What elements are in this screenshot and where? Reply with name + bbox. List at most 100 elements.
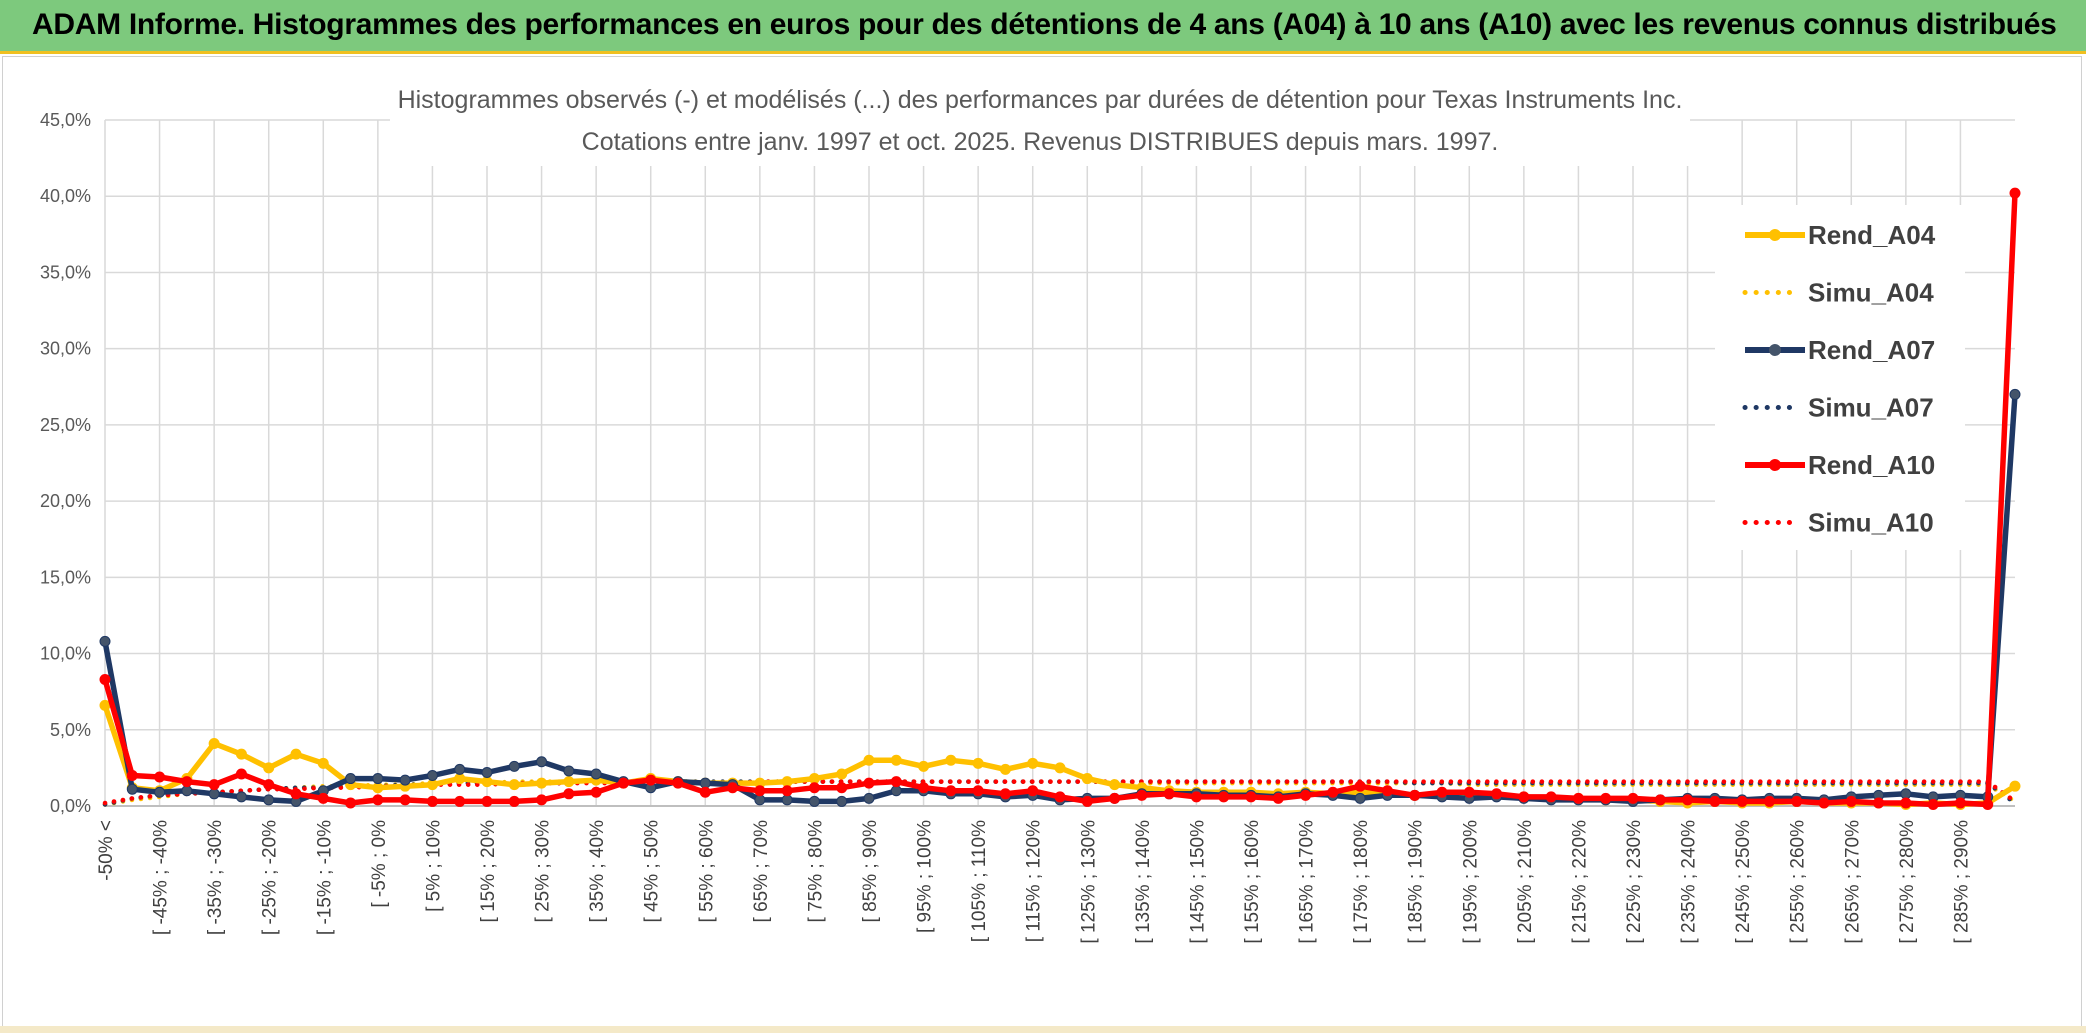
data-point xyxy=(154,771,166,783)
data-point xyxy=(672,777,684,789)
data-point xyxy=(1463,786,1475,798)
data-point xyxy=(372,782,384,794)
data-point xyxy=(1600,792,1612,804)
y-tick-label: 30,0% xyxy=(40,339,91,359)
data-point xyxy=(1736,795,1748,807)
x-tick-label: [ 15% ; 20% xyxy=(478,820,499,923)
x-tick-label: -50% < xyxy=(96,820,117,881)
data-point xyxy=(290,788,302,800)
x-tick-label: [ -45% ; -40% xyxy=(151,820,172,935)
x-tick-label: [ 115% ; 120% xyxy=(1024,820,1045,942)
x-tick-label: [ 205% ; 210% xyxy=(1515,820,1536,944)
data-point xyxy=(1682,794,1694,806)
data-point xyxy=(1709,795,1721,807)
legend-label: Rend_A04 xyxy=(1808,220,1936,250)
legend-label: Rend_A07 xyxy=(1808,335,1935,365)
data-point xyxy=(1654,794,1666,806)
data-point xyxy=(235,768,247,780)
x-tick-label: [ 145% ; 150% xyxy=(1187,820,1208,944)
x-tick-label: [ 275% ; 280% xyxy=(1897,820,1918,944)
legend-label: Rend_A10 xyxy=(1808,450,1935,480)
data-point xyxy=(1300,789,1312,801)
y-axis-ticks: 0,0% 5,0% 10,0% 15,0% 20,0% 25,0% 30,0% 35,0% 40… xyxy=(40,110,91,816)
data-point xyxy=(454,773,466,785)
y-tick-label: 25,0% xyxy=(40,415,91,435)
data-point xyxy=(536,794,548,806)
data-point xyxy=(208,788,220,800)
data-point xyxy=(999,788,1011,800)
data-point xyxy=(563,788,575,800)
data-point xyxy=(1327,786,1339,798)
data-point xyxy=(1027,785,1039,797)
data-point xyxy=(99,699,111,711)
legend-marker xyxy=(1769,459,1781,471)
data-point xyxy=(1081,795,1093,807)
data-point xyxy=(235,791,247,803)
data-point xyxy=(918,782,930,794)
data-point xyxy=(972,757,984,769)
legend-item: Rend_A04 xyxy=(1745,220,1936,250)
x-tick-label: [ 55% ; 60% xyxy=(696,820,717,923)
x-tick-label: [ 35% ; 40% xyxy=(587,820,608,923)
data-point xyxy=(126,783,138,795)
x-tick-label: [ 95% ; 100% xyxy=(915,820,936,933)
x-tick-label: [ 265% ; 270% xyxy=(1842,820,1863,944)
data-point xyxy=(1109,779,1121,791)
data-point xyxy=(263,779,275,791)
data-point xyxy=(99,635,111,647)
data-point xyxy=(617,777,629,789)
x-axis-ticks: -50% < [ -45% ; -40% [ -35% ; -30% [ -25% ;… xyxy=(96,820,1972,944)
x-tick-label: [ 105% ; 110% xyxy=(969,820,990,942)
data-point xyxy=(863,792,875,804)
data-point xyxy=(1354,792,1366,804)
data-point xyxy=(317,757,329,769)
data-point xyxy=(808,773,820,785)
legend: Rend_A04 Simu_A04 Rend_A07 Simu_A07 Rend_A10… xyxy=(1715,205,1965,550)
data-point xyxy=(645,774,657,786)
y-tick-label: 15,0% xyxy=(40,567,91,587)
data-point xyxy=(1982,798,1994,810)
data-point xyxy=(536,756,548,768)
series-rend_a10 xyxy=(99,187,2021,810)
x-tick-label: [ 155% ; 160% xyxy=(1242,820,1263,944)
data-point xyxy=(754,785,766,797)
data-point xyxy=(1163,788,1175,800)
data-point xyxy=(781,776,793,788)
legend-item: Rend_A07 xyxy=(1745,335,1935,365)
data-point xyxy=(263,794,275,806)
y-tick-label: 0,0% xyxy=(50,796,91,816)
data-point xyxy=(836,782,848,794)
data-point xyxy=(1572,792,1584,804)
series-lines xyxy=(99,187,2021,810)
data-point xyxy=(1381,785,1393,797)
data-point xyxy=(454,763,466,775)
x-tick-label: [ 215% ; 220% xyxy=(1569,820,1590,944)
x-tick-label: [ 5% ; 10% xyxy=(423,820,444,912)
data-point xyxy=(399,794,411,806)
chart-title: Histogrammes observés (-) et modélisés (… xyxy=(398,86,1683,114)
data-point xyxy=(1218,791,1230,803)
data-point xyxy=(781,785,793,797)
data-point xyxy=(945,785,957,797)
data-point xyxy=(1491,788,1503,800)
y-tick-label: 20,0% xyxy=(40,491,91,511)
data-point xyxy=(154,786,166,798)
legend-marker xyxy=(1769,344,1781,356)
legend-label: Simu_A04 xyxy=(1808,278,1934,308)
y-tick-label: 40,0% xyxy=(40,186,91,206)
data-point xyxy=(890,785,902,797)
data-point xyxy=(1054,762,1066,774)
data-point xyxy=(1845,795,1857,807)
data-point xyxy=(890,776,902,788)
data-point xyxy=(590,786,602,798)
x-tick-label: [ 175% ; 180% xyxy=(1351,820,1372,944)
data-point xyxy=(1081,773,1093,785)
data-point xyxy=(1900,797,1912,809)
series-line xyxy=(102,704,2017,808)
x-tick-label: [ 125% ; 130% xyxy=(1078,820,1099,944)
data-point xyxy=(945,754,957,766)
data-point xyxy=(890,754,902,766)
data-point xyxy=(317,792,329,804)
y-tick-label: 5,0% xyxy=(50,720,91,740)
